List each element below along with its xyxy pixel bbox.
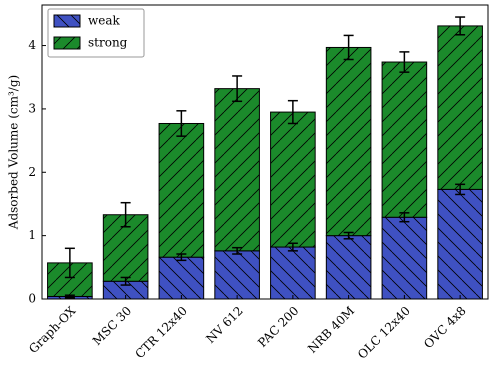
legend-swatch <box>53 36 81 50</box>
bar-segment <box>158 256 205 300</box>
x-tick-label: CTR 12x40 <box>132 304 190 362</box>
bar-segment <box>270 111 316 248</box>
legend-swatch <box>53 14 81 28</box>
plot-frame <box>41 4 489 300</box>
y-tick-label: 3 <box>28 101 36 115</box>
bar-segment <box>381 216 428 300</box>
bar-segment <box>158 122 205 258</box>
legend: weak strong <box>47 8 145 58</box>
bar-segment <box>214 250 260 300</box>
y-tick-label: 0 <box>28 292 36 306</box>
y-tick-label: 4 <box>28 38 36 52</box>
x-tick-label: NV 612 <box>203 304 245 346</box>
x-tick-label: NRB 40M <box>305 304 357 356</box>
x-tick-label: OVC 4x8 <box>421 304 469 352</box>
y-tick-label: 1 <box>28 228 36 242</box>
y-axis-label: Adsorbed Volume (cm³/g) <box>7 75 21 230</box>
x-tick-label: MSC 30 <box>90 304 134 348</box>
bar-segment <box>325 235 372 300</box>
bar-segment <box>437 188 483 300</box>
legend-label: strong <box>88 36 128 50</box>
y-tick-label: 2 <box>28 165 36 179</box>
x-tick-label: OLC 12x40 <box>355 304 413 362</box>
legend-label: weak <box>88 14 121 28</box>
x-tick-label: Graph-OX <box>26 303 79 356</box>
bar-segment <box>381 61 428 218</box>
bar-segment <box>270 246 316 300</box>
bar-segment <box>437 25 483 190</box>
x-tick-label: PAC 200 <box>255 304 301 350</box>
bar-segment <box>325 46 372 237</box>
bar-segment <box>214 88 260 252</box>
